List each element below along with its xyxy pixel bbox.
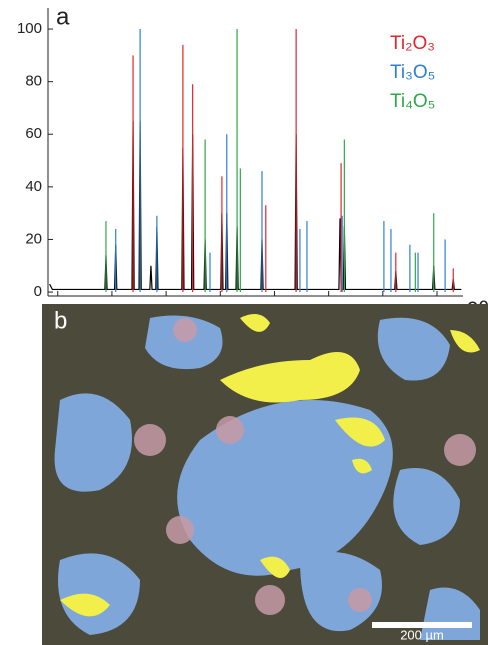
micrograph: 200 µm b (42, 304, 488, 645)
legend-label: Ti₄O₅ (390, 91, 435, 112)
panel-label: a (56, 3, 70, 30)
pink-grain (255, 585, 285, 615)
blue-grain (145, 315, 223, 370)
yellow-grain (240, 314, 270, 332)
pink-grain (444, 434, 476, 466)
scale-bar (372, 622, 472, 628)
panel-label: b (54, 307, 67, 334)
blue-grain (54, 393, 132, 492)
blue-grain (377, 317, 450, 381)
y-tick-label: 60 (25, 125, 42, 142)
pink-grain (173, 318, 197, 342)
scale-bar-label: 200 µm (400, 627, 444, 642)
yellow-grain (220, 352, 360, 403)
pink-grain (216, 416, 244, 444)
yellow-grain (450, 330, 480, 353)
pink-grain (134, 424, 166, 456)
y-tick-label: 80 (25, 73, 42, 90)
yellow-grain (352, 458, 372, 474)
y-tick-label: 40 (25, 178, 42, 195)
legend-label: Ti₃O₅ (390, 62, 435, 83)
blue-grain (58, 553, 140, 635)
yellow-phase (60, 314, 480, 617)
pink-phase (134, 318, 476, 615)
pink-grain (348, 588, 372, 612)
y-tick-label: 100 (17, 20, 42, 37)
yellow-grain (60, 593, 110, 617)
yellow-grain (335, 417, 385, 447)
yellow-grain (260, 556, 290, 578)
y-tick-label: 0 (34, 283, 42, 300)
pink-grain (166, 516, 194, 544)
legend-label: Ti₂O₃ (390, 33, 435, 54)
blue-grain (393, 468, 460, 545)
y-tick-label: 20 (25, 230, 42, 247)
